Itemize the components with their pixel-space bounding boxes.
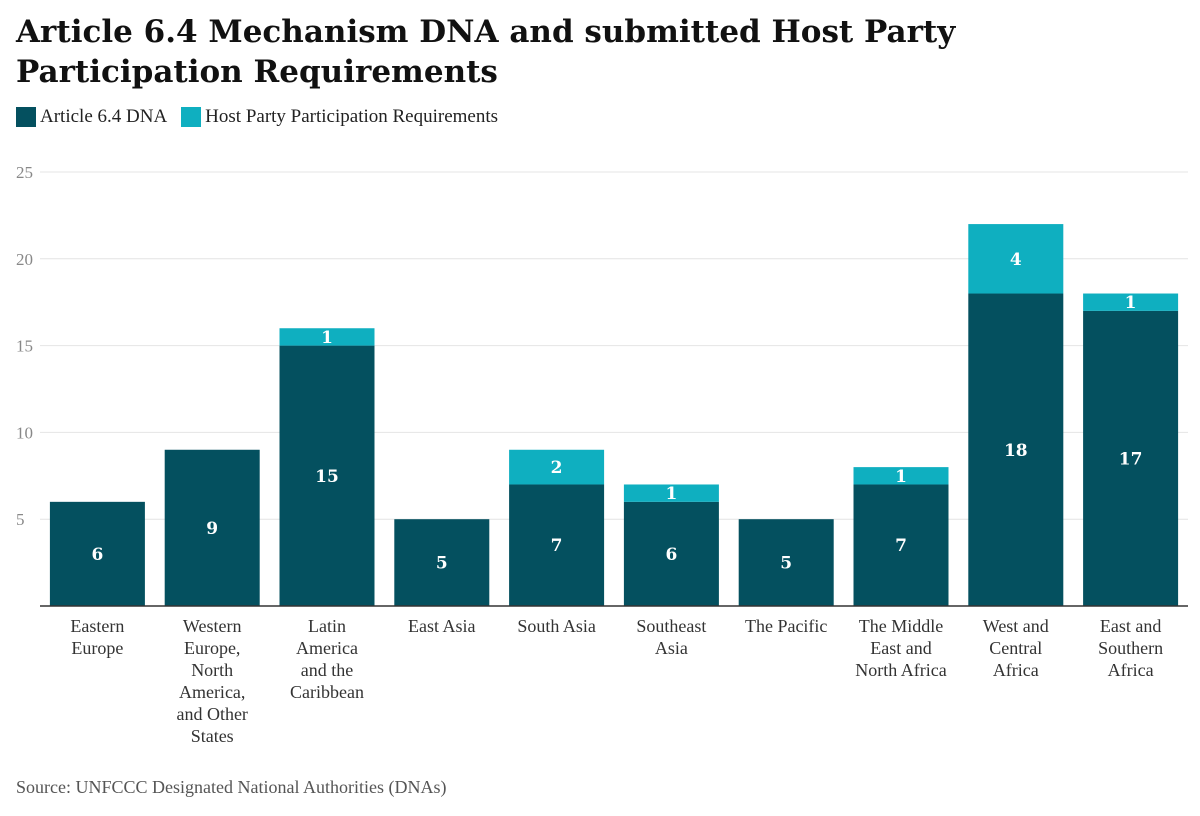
bar-segment-dna bbox=[49, 501, 145, 606]
data-label: 15 bbox=[315, 467, 339, 487]
data-label: 5 bbox=[436, 554, 448, 574]
bar-segment-hppr bbox=[279, 328, 375, 346]
x-tick-label-line: America bbox=[296, 638, 358, 658]
data-label: 1 bbox=[1125, 293, 1137, 313]
x-tick-label-line: South Asia bbox=[517, 616, 596, 636]
bar-segment-hppr bbox=[1083, 293, 1179, 311]
x-tick-label: Eastern Europe bbox=[70, 616, 124, 658]
data-label: 7 bbox=[895, 536, 907, 556]
legend: Article 6.4 DNA Host Party Participation… bbox=[16, 106, 512, 128]
bar-segment-dna bbox=[1083, 310, 1179, 606]
x-tick-label-line: and Other bbox=[176, 704, 247, 724]
x-tick-label-line: East and bbox=[870, 638, 931, 658]
x-tick-label-line: The Pacific bbox=[745, 616, 827, 636]
x-tick-label-line: Africa bbox=[1108, 660, 1154, 680]
y-tick-label: 25 bbox=[16, 163, 33, 182]
bar-segment-dna bbox=[509, 484, 605, 606]
x-tick-label-line: Central bbox=[989, 638, 1042, 658]
x-tick-label: East and Southern Africa bbox=[1098, 616, 1163, 680]
legend-label-dna: Article 6.4 DNA bbox=[40, 106, 168, 127]
x-tick-label-line: Asia bbox=[655, 638, 688, 658]
x-tick-label-line: The Middle bbox=[859, 616, 943, 636]
x-tick-label-line: North bbox=[191, 660, 233, 680]
x-tick-label: East Asia bbox=[408, 616, 476, 636]
data-label: 17 bbox=[1119, 449, 1143, 469]
x-tick-label-line: North Africa bbox=[855, 660, 946, 680]
x-tick-label-line: West and bbox=[983, 616, 1049, 636]
x-tick-label-line: States bbox=[191, 726, 234, 746]
data-label: 18 bbox=[1004, 441, 1028, 461]
bar-segment-dna bbox=[853, 484, 949, 606]
x-tick-label-line: East and bbox=[1100, 616, 1161, 636]
x-tick-label-line: Eastern bbox=[70, 616, 124, 636]
bar-segment-dna bbox=[623, 501, 719, 606]
x-tick-label-line: Western bbox=[183, 616, 242, 636]
x-tick-label-line: Latin bbox=[308, 616, 346, 636]
bar-segment-dna bbox=[968, 293, 1064, 606]
x-tick-label-line: Europe, bbox=[184, 638, 240, 658]
y-tick-label: 15 bbox=[16, 337, 33, 356]
legend-swatch-dna bbox=[16, 107, 36, 127]
x-tick-label-line: and the bbox=[301, 660, 353, 680]
chart-title: Article 6.4 Mechanism DNA and submitted … bbox=[16, 14, 956, 90]
y-tick-label: 5 bbox=[16, 510, 25, 529]
data-label: 2 bbox=[551, 458, 563, 478]
bar-segment-dna bbox=[279, 345, 375, 606]
y-tick-label: 10 bbox=[16, 423, 33, 442]
bar-segment-dna bbox=[394, 519, 490, 606]
data-label: 1 bbox=[321, 328, 333, 348]
bar-segment-hppr bbox=[623, 484, 719, 502]
y-tick-label: 20 bbox=[16, 250, 33, 269]
source-note: Source: UNFCCC Designated National Autho… bbox=[16, 777, 447, 797]
x-tick-label-line: Caribbean bbox=[290, 682, 364, 702]
data-label: 5 bbox=[780, 554, 792, 574]
legend-swatch-hppr bbox=[181, 107, 202, 127]
bar-segment-hppr bbox=[853, 467, 949, 485]
x-tick-label: Latin America and the Caribbean bbox=[290, 616, 364, 702]
bar-segment-dna bbox=[164, 449, 260, 606]
x-tick-label-line: Southeast bbox=[636, 616, 706, 636]
x-tick-label: West and Central Africa bbox=[983, 616, 1049, 680]
data-label: 4 bbox=[1010, 250, 1022, 270]
bar-segment-dna bbox=[738, 519, 834, 606]
bar-segment-hppr bbox=[509, 449, 605, 485]
data-label: 7 bbox=[551, 536, 563, 556]
x-tick-label: Western Europe, North America, and Other Stat… bbox=[176, 616, 247, 746]
x-tick-label: Southeast Asia bbox=[636, 616, 706, 658]
x-tick-label-line: Europe bbox=[71, 638, 123, 658]
x-tick-label-line: Africa bbox=[993, 660, 1039, 680]
data-label: 6 bbox=[665, 545, 677, 565]
x-tick-label-line: Southern bbox=[1098, 638, 1163, 658]
bar-segment-hppr bbox=[968, 224, 1064, 294]
x-tick-label-line: East Asia bbox=[408, 616, 476, 636]
legend-label-hppr: Host Party Participation Requirements bbox=[205, 106, 499, 127]
data-label: 1 bbox=[895, 467, 907, 487]
data-label: 1 bbox=[665, 484, 677, 504]
x-tick-label: South Asia bbox=[517, 616, 596, 636]
data-label: 9 bbox=[206, 519, 218, 539]
legend-item-hppr: Host Party Participation Requirements bbox=[181, 106, 498, 128]
x-tick-label-line: America, bbox=[179, 682, 245, 702]
x-tick-label: The Pacific bbox=[745, 616, 827, 636]
legend-item-dna: Article 6.4 DNA bbox=[16, 106, 167, 128]
data-label: 6 bbox=[91, 545, 103, 565]
x-tick-label: The Middle East and North Africa bbox=[855, 616, 946, 680]
